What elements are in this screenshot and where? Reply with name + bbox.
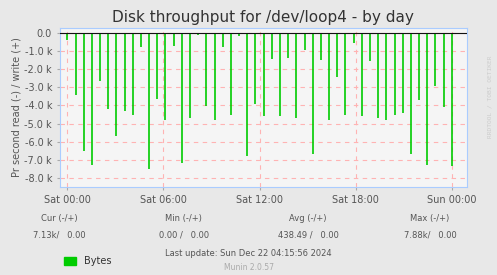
Text: Min (-/+): Min (-/+) [166,214,202,223]
Text: 438.49 /   0.00: 438.49 / 0.00 [278,231,338,240]
Y-axis label: Pr second read (-) / write (+): Pr second read (-) / write (+) [11,37,21,177]
Text: RRDTOOL / TOBI OETIKER: RRDTOOL / TOBI OETIKER [487,55,492,138]
Text: 0.00 /   0.00: 0.00 / 0.00 [159,231,209,240]
Text: Avg (-/+): Avg (-/+) [289,214,327,223]
Title: Disk throughput for /dev/loop4 - by day: Disk throughput for /dev/loop4 - by day [112,10,414,25]
Text: Cur (-/+): Cur (-/+) [41,214,78,223]
Legend: Bytes: Bytes [61,252,115,270]
Text: 7.88k/   0.00: 7.88k/ 0.00 [404,231,456,240]
Text: Max (-/+): Max (-/+) [411,214,449,223]
Text: 7.13k/   0.00: 7.13k/ 0.00 [33,231,86,240]
Text: Last update: Sun Dec 22 04:15:56 2024: Last update: Sun Dec 22 04:15:56 2024 [165,249,332,258]
Text: Munin 2.0.57: Munin 2.0.57 [224,263,273,271]
